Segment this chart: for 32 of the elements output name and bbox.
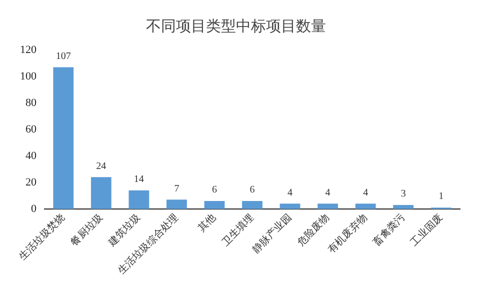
bar (242, 201, 262, 209)
chart-title: 不同项目类型中标项目数量 (146, 16, 326, 35)
data-label: 1 (438, 191, 444, 202)
data-label: 6 (250, 184, 255, 196)
bar (318, 204, 338, 209)
bar (355, 204, 376, 209)
bar (128, 190, 150, 209)
x-tick-label: 畜禽粪污 (370, 212, 408, 248)
data-label: 14 (134, 174, 144, 186)
bar (53, 67, 74, 209)
data-label: 24 (96, 160, 106, 172)
data-label: 7 (174, 183, 180, 194)
y-tick-label: 120 (20, 44, 37, 56)
data-label: 6 (212, 184, 217, 196)
data-label: 107 (56, 50, 71, 62)
x-tick-label: 其他 (196, 212, 218, 234)
x-tick-label: 餐厨垃圾 (68, 212, 106, 248)
y-tick-label: 100 (20, 70, 37, 82)
bar (166, 200, 187, 209)
data-label: 4 (363, 187, 368, 198)
data-label: 4 (288, 187, 293, 198)
data-label: 3 (400, 188, 406, 200)
x-tick-label: 工业固废 (408, 212, 446, 248)
y-tick-label: 40 (26, 150, 37, 162)
bar (393, 204, 414, 209)
bar (90, 177, 112, 209)
data-label: 4 (325, 187, 330, 198)
y-tick-label: 80 (26, 96, 37, 109)
bar (204, 201, 225, 209)
y-tick-label: 60 (26, 123, 37, 136)
y-tick-label: 20 (26, 176, 37, 188)
bar (280, 204, 300, 209)
